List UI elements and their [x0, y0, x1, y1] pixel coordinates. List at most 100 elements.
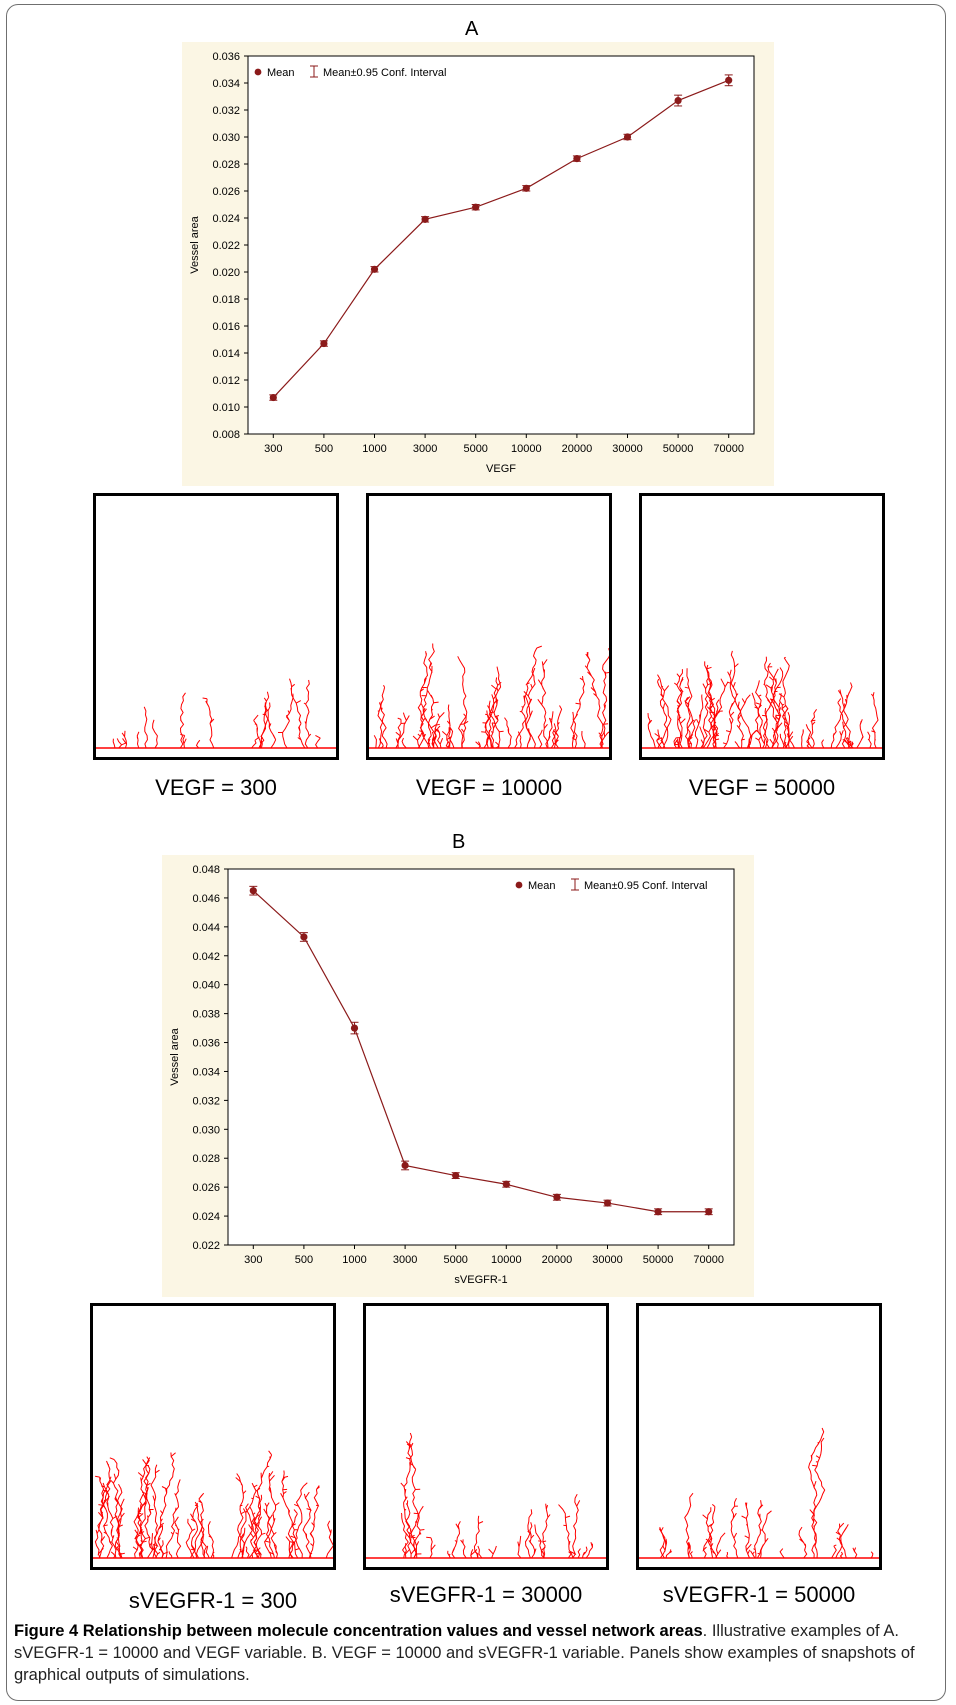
data-point	[269, 393, 277, 402]
chart-b: 0.022 0.024 0.026 0.028 0.030 0.032 0.034 0.036…	[169, 864, 735, 1286]
y-tick-label: 0.036	[212, 51, 240, 63]
vessel-network-image	[369, 643, 609, 749]
y-tick-label: 0.030	[192, 1124, 220, 1136]
x-tick-label: 70000	[693, 1254, 724, 1266]
y-tick-label: 0.032	[192, 1095, 220, 1107]
x-tick-label: 5000	[443, 1254, 467, 1266]
y-tick-label: 0.028	[212, 159, 240, 171]
legend-label-mean: Mean	[528, 880, 556, 892]
x-tick-label: 1000	[362, 443, 386, 455]
data-point	[452, 1171, 460, 1180]
x-tick-label: 300	[264, 443, 282, 455]
chart-a: 0.008 0.010 0.012 0.014 0.016 0.018 0.020 0.022…	[189, 51, 755, 475]
data-point	[674, 96, 682, 105]
series-line	[272, 79, 729, 398]
legend-label-ci: Mean±0.95 Conf. Interval	[584, 880, 707, 892]
y-axis-label: Vessel area	[189, 215, 201, 273]
x-tick-label: 30000	[612, 443, 643, 455]
figure-frame	[6, 4, 946, 1701]
y-tick-label: 0.026	[192, 1182, 220, 1194]
y-tick-label: 0.030	[212, 132, 240, 144]
snapshot-svegfr-300	[90, 1303, 336, 1570]
x-axis-label: VEGF	[486, 463, 516, 475]
x-tick-label: 20000	[562, 443, 593, 455]
x-tick-label: 5000	[463, 443, 487, 455]
y-tick-label: 0.020	[212, 267, 240, 279]
y-tick-label: 0.024	[192, 1211, 220, 1223]
snapshot-vegf-50000	[639, 493, 885, 760]
y-tick-label: 0.022	[212, 240, 240, 252]
data-point	[603, 1199, 612, 1207]
x-tick-label: 3000	[413, 443, 437, 455]
y-tick-label: 0.038	[192, 1009, 220, 1021]
data-point	[623, 133, 632, 141]
y-tick-label: 0.040	[192, 980, 220, 992]
snapshot-vegf-10000	[366, 493, 612, 760]
data-point	[300, 933, 308, 941]
y-tick-label: 0.032	[212, 105, 240, 117]
data-point	[502, 1180, 510, 1188]
data-point	[421, 215, 429, 223]
snapshot-label: sVEGFR-1 = 300	[128, 1588, 298, 1613]
snapshot-label: sVEGFR-1 = 50000	[662, 1582, 856, 1607]
legend-label-mean: Mean	[267, 67, 295, 79]
panel-a-letter: A	[465, 18, 479, 40]
snapshot-svegfr-50000	[636, 1303, 882, 1570]
data-point	[320, 339, 328, 348]
caption-title: Figure 4 Relationship between molecule c…	[14, 1622, 703, 1640]
panel-b-letter: B	[452, 831, 466, 853]
data-point	[654, 1208, 662, 1216]
data-point	[370, 265, 379, 273]
caption-text: . Illustrative examples of A. sVEGFR-1 =…	[14, 1622, 915, 1684]
y-tick-label: 0.026	[212, 186, 240, 198]
x-axis-label: sVEGFR-1	[454, 1274, 507, 1286]
data-point	[573, 155, 581, 163]
data-point	[350, 1024, 359, 1032]
plot-area	[247, 55, 755, 435]
figure-caption: Figure 4 Relationship between molecule c…	[14, 1620, 942, 1686]
y-tick-label: 0.048	[192, 864, 220, 876]
y-axis-label: Vessel area	[169, 1027, 181, 1085]
x-tick-label: 300	[244, 1254, 262, 1266]
y-tick-label: 0.010	[212, 402, 240, 414]
legend-marker-mean	[515, 881, 523, 889]
y-tick-label: 0.044	[192, 922, 220, 934]
data-point	[553, 1193, 561, 1201]
chart-b-background: 0.022 0.024 0.026 0.028 0.030 0.032 0.034 0.036…	[162, 855, 754, 1297]
x-tick-label: 10000	[511, 443, 542, 455]
legend-marker-mean	[254, 68, 262, 76]
y-tick-label: 0.018	[212, 294, 240, 306]
data-point	[472, 203, 480, 211]
y-tick-label: 0.008	[212, 429, 240, 441]
x-tick-label: 500	[295, 1254, 313, 1266]
x-tick-label: 1000	[342, 1254, 366, 1266]
legend-label-ci: Mean±0.95 Conf. Interval	[323, 67, 446, 79]
data-point	[249, 887, 257, 895]
y-tick-label: 0.036	[192, 1038, 220, 1050]
x-tick-label: 50000	[663, 443, 694, 455]
data-point	[705, 1208, 713, 1216]
data-point	[522, 184, 530, 192]
y-tick-label: 0.028	[192, 1153, 220, 1165]
snapshot-vegf-300	[93, 493, 339, 760]
y-tick-label: 0.016	[212, 321, 240, 333]
x-tick-label: 3000	[393, 1254, 417, 1266]
y-tick-label: 0.012	[212, 375, 240, 387]
snapshot-label: VEGF = 50000	[688, 775, 836, 800]
y-tick-label: 0.022	[192, 1240, 220, 1252]
chart-a-background: 0.008 0.010 0.012 0.014 0.016 0.018 0.020 0.022…	[182, 42, 774, 486]
snapshot-label: VEGF = 10000	[415, 775, 563, 800]
plot-area	[227, 868, 735, 1246]
x-tick-label: 70000	[713, 443, 744, 455]
vessel-network-image	[93, 1450, 333, 1559]
data-point	[725, 76, 733, 84]
y-tick-label: 0.042	[192, 951, 220, 963]
x-tick-label: 20000	[542, 1254, 573, 1266]
y-tick-label: 0.046	[192, 893, 220, 905]
x-tick-label: 500	[315, 443, 333, 455]
series-line	[252, 890, 709, 1213]
vessel-network-image	[639, 1427, 879, 1559]
y-tick-label: 0.014	[212, 348, 240, 360]
vessel-network-image	[642, 650, 882, 749]
vessel-network-image	[96, 678, 336, 749]
